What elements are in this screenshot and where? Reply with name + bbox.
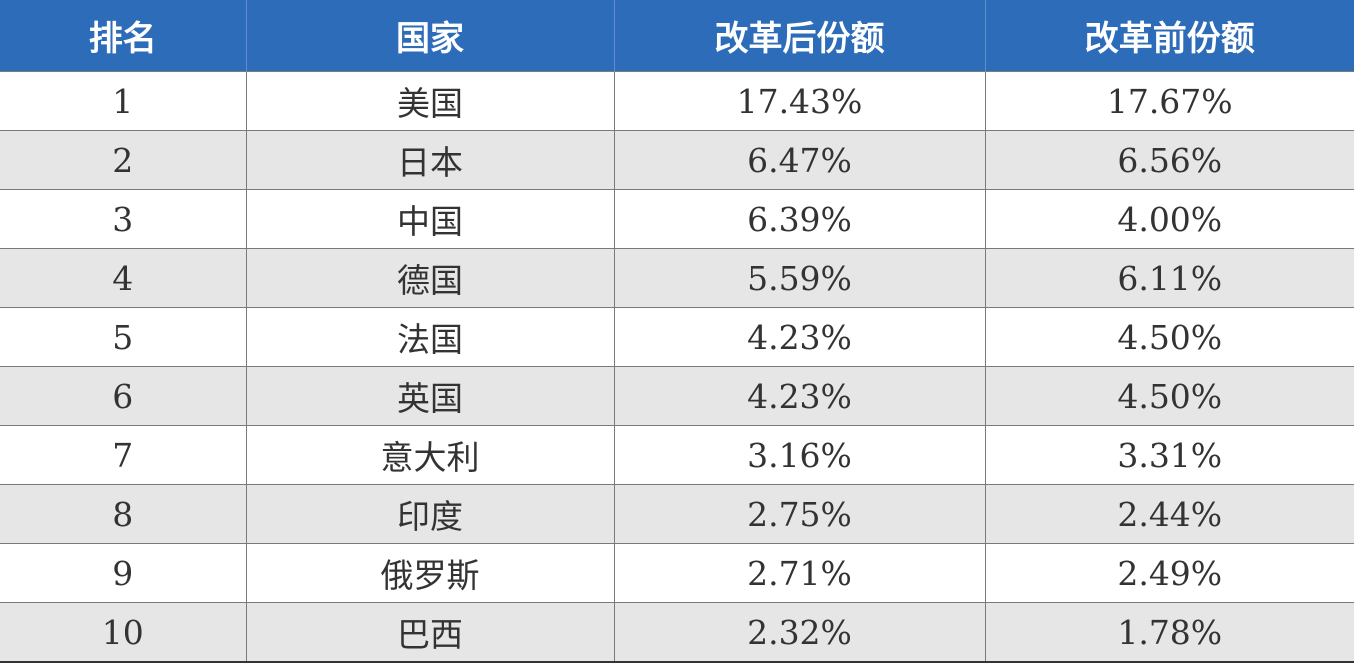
after-share-cell: 4.23% (613, 366, 986, 426)
before-share-cell: 17.67% (984, 71, 1354, 131)
rank-cell: 3 (0, 189, 247, 249)
after-share-cell: 5.59% (613, 248, 986, 308)
table-row: 10 巴西 2.32% 1.78% (0, 602, 1354, 663)
header-country: 国家 (245, 0, 615, 72)
rank-cell: 7 (0, 425, 247, 485)
after-share-cell: 4.23% (613, 307, 986, 367)
table-row: 9 俄罗斯 2.71% 2.49% (0, 543, 1354, 603)
rank-cell: 9 (0, 543, 247, 603)
rank-cell: 4 (0, 248, 247, 308)
country-cell: 中国 (245, 189, 615, 249)
header-row: 排名 国家 改革后份额 改革前份额 (0, 0, 1354, 72)
header-after-reform-share: 改革后份额 (613, 0, 986, 72)
country-cell: 德国 (245, 248, 615, 308)
after-share-cell: 6.47% (613, 130, 986, 190)
country-cell: 美国 (245, 71, 615, 131)
before-share-cell: 4.50% (984, 307, 1354, 367)
after-share-cell: 2.75% (613, 484, 986, 544)
before-share-cell: 2.44% (984, 484, 1354, 544)
before-share-cell: 3.31% (984, 425, 1354, 485)
before-share-cell: 4.00% (984, 189, 1354, 249)
country-cell: 法国 (245, 307, 615, 367)
table-row: 6 英国 4.23% 4.50% (0, 366, 1354, 426)
table-row: 4 德国 5.59% 6.11% (0, 248, 1354, 308)
country-cell: 印度 (245, 484, 615, 544)
before-share-cell: 1.78% (984, 602, 1354, 663)
table-header: 排名 国家 改革后份额 改革前份额 (0, 0, 1354, 72)
country-cell: 俄罗斯 (245, 543, 615, 603)
country-cell: 巴西 (245, 602, 615, 663)
before-share-cell: 2.49% (984, 543, 1354, 603)
before-share-cell: 6.11% (984, 248, 1354, 308)
table-row: 1 美国 17.43% 17.67% (0, 71, 1354, 131)
after-share-cell: 17.43% (613, 71, 986, 131)
table-row: 5 法国 4.23% 4.50% (0, 307, 1354, 367)
rank-cell: 1 (0, 71, 247, 131)
before-share-cell: 6.56% (984, 130, 1354, 190)
country-cell: 英国 (245, 366, 615, 426)
before-share-cell: 4.50% (984, 366, 1354, 426)
table-row: 2 日本 6.47% 6.56% (0, 130, 1354, 190)
table-row: 3 中国 6.39% 4.00% (0, 189, 1354, 249)
after-share-cell: 3.16% (613, 425, 986, 485)
header-before-reform-share: 改革前份额 (984, 0, 1354, 72)
header-rank: 排名 (0, 0, 247, 72)
table-row: 8 印度 2.75% 2.44% (0, 484, 1354, 544)
rank-cell: 6 (0, 366, 247, 426)
after-share-cell: 2.71% (613, 543, 986, 603)
rank-cell: 8 (0, 484, 247, 544)
country-cell: 意大利 (245, 425, 615, 485)
rank-cell: 10 (0, 602, 247, 663)
after-share-cell: 6.39% (613, 189, 986, 249)
country-cell: 日本 (245, 130, 615, 190)
rank-cell: 5 (0, 307, 247, 367)
table-body: 1 美国 17.43% 17.67% 2 日本 6.47% 6.56% 3 中国… (0, 71, 1354, 663)
after-share-cell: 2.32% (613, 602, 986, 663)
rank-cell: 2 (0, 130, 247, 190)
table-row: 7 意大利 3.16% 3.31% (0, 425, 1354, 485)
